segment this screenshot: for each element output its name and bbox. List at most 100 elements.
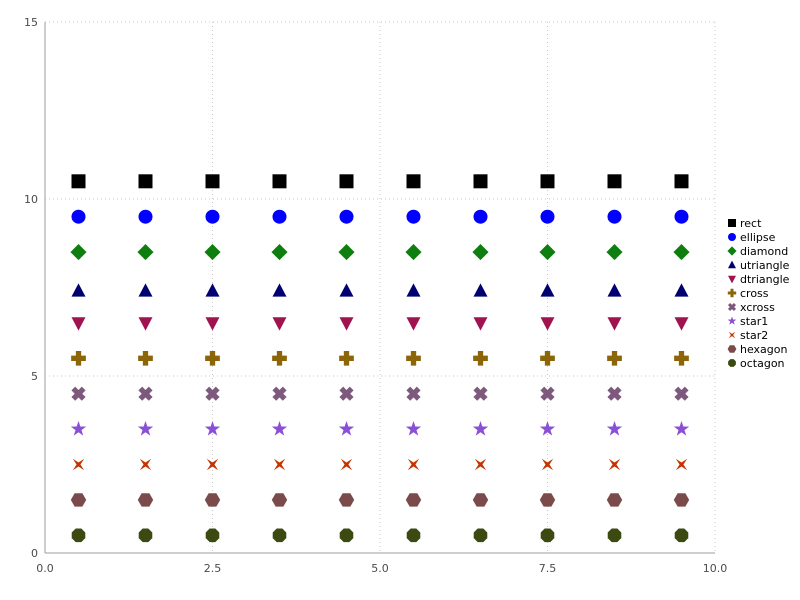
marker-utriangle xyxy=(540,283,555,297)
marker-star2 xyxy=(340,458,353,471)
marker-cross xyxy=(272,350,287,366)
x-tick-label: 0.0 xyxy=(36,562,54,575)
marker-xcross xyxy=(339,386,354,401)
marker-star2 xyxy=(474,458,487,471)
legend-label-hexagon: hexagon xyxy=(740,343,788,356)
marker-hexagon xyxy=(204,493,221,507)
marker-star2 xyxy=(407,458,420,471)
legend-marker-cross xyxy=(727,288,737,298)
marker-ellipse xyxy=(138,209,153,224)
marker-octagon xyxy=(205,528,220,543)
marker-star1 xyxy=(606,421,623,436)
marker-utriangle xyxy=(473,283,488,297)
marker-rect xyxy=(138,174,153,189)
marker-octagon xyxy=(607,528,622,543)
marker-cross xyxy=(406,350,421,366)
legend-label-xcross: xcross xyxy=(740,301,775,314)
marker-utriangle xyxy=(339,283,354,297)
marker-diamond xyxy=(673,244,690,261)
marker-dtriangle xyxy=(607,317,622,331)
y-tick-label: 15 xyxy=(24,16,38,29)
marker-cross xyxy=(473,350,488,366)
marker-utriangle xyxy=(406,283,421,297)
legend-label-utriangle: utriangle xyxy=(740,259,790,272)
marker-utriangle xyxy=(71,283,86,297)
marker-dtriangle xyxy=(473,317,488,331)
marker-octagon xyxy=(138,528,153,543)
marker-rect xyxy=(272,174,287,189)
marker-xcross xyxy=(406,386,421,401)
marker-diamond xyxy=(539,244,556,261)
marker-octagon xyxy=(473,528,488,543)
marker-rect xyxy=(674,174,689,189)
marker-xcross xyxy=(607,386,622,401)
marker-diamond xyxy=(271,244,288,261)
marker-utriangle xyxy=(607,283,622,297)
marker-xcross xyxy=(674,386,689,401)
marker-xcross xyxy=(540,386,555,401)
marker-xcross xyxy=(71,386,86,401)
marker-star1 xyxy=(204,421,221,436)
legend-marker-utriangle xyxy=(728,260,736,269)
marker-ellipse xyxy=(205,209,220,224)
marker-rect xyxy=(540,174,555,189)
marker-cross xyxy=(138,350,153,366)
marker-diamond xyxy=(472,244,489,261)
marker-dtriangle xyxy=(272,317,287,331)
marker-diamond xyxy=(338,244,355,261)
marker-star2 xyxy=(273,458,286,471)
legend-label-star2: star2 xyxy=(740,329,768,342)
y-tick-label: 10 xyxy=(24,193,38,206)
marker-dtriangle xyxy=(674,317,689,331)
marker-star2 xyxy=(608,458,621,471)
marker-octagon xyxy=(674,528,689,543)
marker-star1 xyxy=(70,421,87,436)
marker-star2 xyxy=(675,458,688,471)
marker-octagon xyxy=(339,528,354,543)
x-tick-label: 7.5 xyxy=(539,562,557,575)
marker-cross xyxy=(339,350,354,366)
marker-cross xyxy=(607,350,622,366)
marker-star1 xyxy=(472,421,489,436)
marker-star1 xyxy=(539,421,556,436)
x-tick-label: 5.0 xyxy=(371,562,389,575)
legend-marker-hexagon xyxy=(727,345,737,353)
legend-marker-rect xyxy=(728,219,736,227)
marker-cross xyxy=(674,350,689,366)
marker-ellipse xyxy=(607,209,622,224)
marker-utriangle xyxy=(674,283,689,297)
x-tick-label: 2.5 xyxy=(204,562,222,575)
marker-hexagon xyxy=(338,493,355,507)
marker-ellipse xyxy=(272,209,287,224)
marker-diamond xyxy=(606,244,623,261)
legend-marker-diamond xyxy=(727,246,737,256)
marker-diamond xyxy=(204,244,221,261)
marker-octagon xyxy=(272,528,287,543)
marker-octagon xyxy=(71,528,86,543)
marker-star2 xyxy=(206,458,219,471)
marker-dtriangle xyxy=(205,317,220,331)
marker-ellipse xyxy=(339,209,354,224)
y-tick-label: 5 xyxy=(31,370,38,383)
marker-xcross xyxy=(205,386,220,401)
marker-hexagon xyxy=(405,493,422,507)
legend-marker-xcross xyxy=(727,302,737,312)
y-tick-label: 0 xyxy=(31,547,38,560)
marker-hexagon xyxy=(673,493,690,507)
marker-hexagon xyxy=(70,493,87,507)
legend-label-octagon: octagon xyxy=(740,357,785,370)
marker-cross xyxy=(71,350,86,366)
marker-rect xyxy=(339,174,354,189)
marker-utriangle xyxy=(272,283,287,297)
marker-dtriangle xyxy=(540,317,555,331)
x-tick-label: 10.0 xyxy=(703,562,728,575)
marker-utriangle xyxy=(205,283,220,297)
legend-label-star1: star1 xyxy=(740,315,768,328)
marker-rect xyxy=(205,174,220,189)
marker-utriangle xyxy=(138,283,153,297)
marker-diamond xyxy=(137,244,154,261)
legend-label-ellipse: ellipse xyxy=(740,231,776,244)
marker-octagon xyxy=(540,528,555,543)
marker-dtriangle xyxy=(339,317,354,331)
